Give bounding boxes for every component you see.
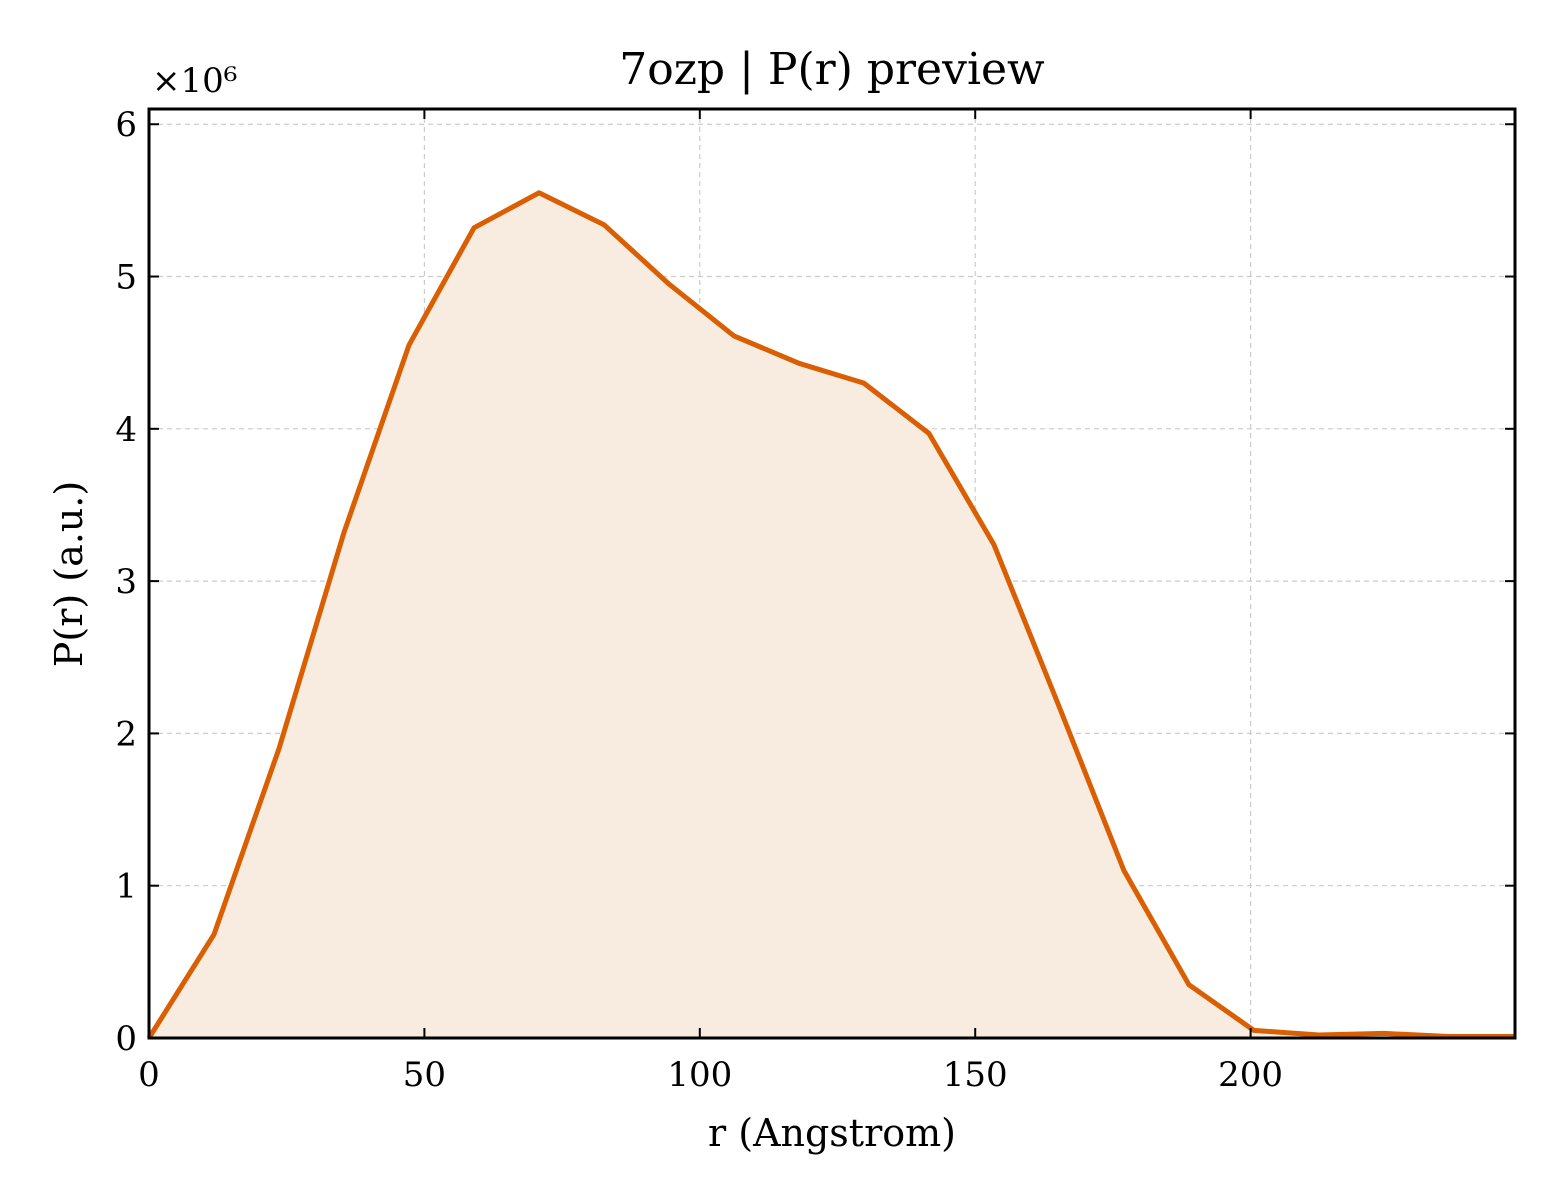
x-tick-label: 150 [943,1055,1008,1095]
y-tick-label: 2 [115,714,137,754]
y-axis-label: P(r) (a.u.) [47,481,91,667]
x-axis-label: r (Angstrom) [708,1111,956,1155]
x-tick-label: 0 [138,1055,160,1095]
x-tick-label: 100 [667,1055,732,1095]
y-tick-label: 0 [115,1019,137,1059]
y-tick-label: 5 [115,258,137,298]
plot-frame [147,107,1517,1040]
axis-ticks: 0 50 100 150 200 0 1 2 3 4 5 6 [115,105,1515,1095]
y-tick-label: 4 [115,410,137,450]
chart-title: 7ozp | P(r) preview [619,44,1045,95]
y-multiplier: ×10⁶ [152,61,237,101]
area-fill [149,192,1515,1039]
x-tick-label: 50 [403,1055,446,1095]
y-tick-label: 1 [115,867,137,907]
y-tick-label: 6 [115,105,137,145]
series-line [146,190,1515,1040]
x-tick-label: 200 [1218,1055,1283,1095]
y-tick-label: 3 [115,562,137,602]
